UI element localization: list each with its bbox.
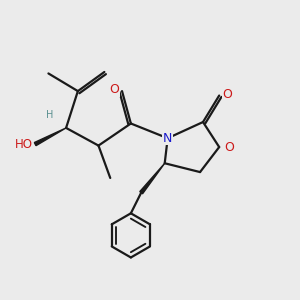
Text: O: O [109, 83, 119, 96]
Text: N: N [163, 132, 172, 145]
Text: HO: HO [15, 138, 33, 151]
Text: O: O [224, 141, 234, 154]
Text: O: O [222, 88, 232, 100]
Polygon shape [34, 128, 66, 146]
Polygon shape [140, 163, 165, 194]
Text: H: H [46, 110, 54, 120]
